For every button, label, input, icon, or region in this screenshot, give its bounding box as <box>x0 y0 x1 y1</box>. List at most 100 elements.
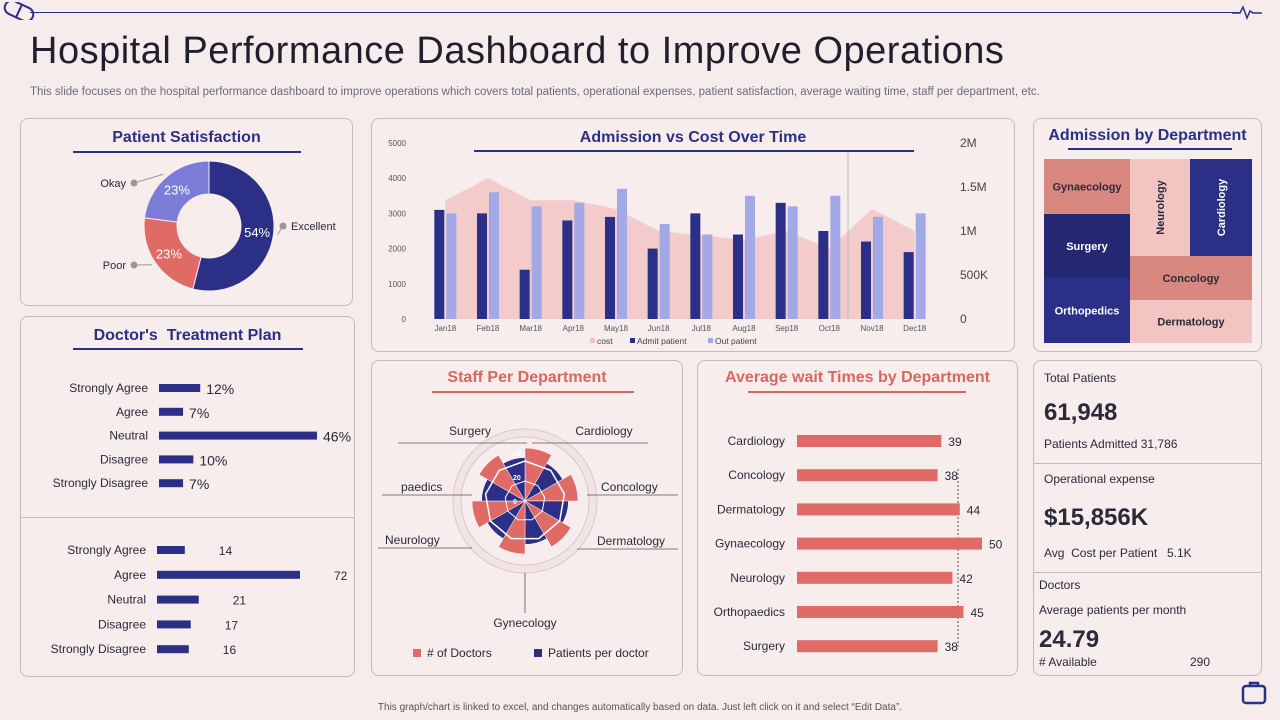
bar <box>159 431 317 440</box>
bar <box>797 469 938 482</box>
title-underline <box>73 348 303 350</box>
bar-value-label: 7% <box>189 405 209 421</box>
bar <box>159 479 184 488</box>
right-tick-label: 1.5M <box>960 180 987 194</box>
treemap-cell-neurology <box>1130 159 1190 256</box>
title-underline <box>748 391 966 393</box>
doctors-label: Doctors <box>1039 578 1081 592</box>
bar-admit-patient <box>733 234 743 319</box>
treemap-label: Surgery <box>1066 241 1108 253</box>
radar-category-label: Concology <box>601 480 658 494</box>
page-subtitle: This slide focuses on the hospital perfo… <box>30 86 1040 98</box>
radar-sector <box>524 447 552 502</box>
bar-category-label: Strongly Agree <box>67 543 146 557</box>
legend-swatch <box>590 338 595 343</box>
footer-note: This graph/chart is linked to excel, and… <box>377 702 903 713</box>
x-tick-label: Mar18 <box>519 324 542 333</box>
treemap-label: Dermatology <box>1157 317 1225 329</box>
x-tick-label: Oct18 <box>819 324 841 333</box>
admission-dept-title: Admission by Department <box>1048 127 1247 144</box>
donut-category-label: Poor <box>103 260 127 272</box>
x-tick-label: Apr18 <box>563 324 585 333</box>
donut-category-label: Excellent <box>291 221 336 233</box>
bar <box>159 455 194 464</box>
patient-satisfaction-panel: Patient Satisfaction 54% 23% 23% Excellent P… <box>20 118 353 306</box>
radar-category-label: Neurology <box>385 533 440 547</box>
staff-dept-radar: 0 20 40 Surgery Cardiology Concology Dermatolo… <box>378 424 678 660</box>
left-tick-label: 4000 <box>388 174 406 183</box>
bar-value-label: 46% <box>323 429 351 445</box>
bar-category-label: Strongly Disagree <box>51 642 147 656</box>
title-underline <box>432 391 634 393</box>
x-tick-label: Sep18 <box>775 324 799 333</box>
radar-tick-label: 40 <box>513 451 521 458</box>
legend-swatch <box>630 338 635 343</box>
page-title: Hospital Performance Dashboard to Improv… <box>30 30 1005 72</box>
admission-cost-panel: Admission vs Cost Over Time 0 1000 2000 300… <box>371 118 1015 352</box>
wait-times-chart: Cardiology 39 Concology 38 Dermatology 44 Gyna… <box>714 434 1003 654</box>
stats-panel: Total Patients 61,948 Patients Admitted … <box>1033 360 1262 676</box>
radar-sector <box>478 454 526 502</box>
bar-value-label: 38 <box>945 640 959 654</box>
divider <box>21 517 354 518</box>
bar <box>159 407 184 416</box>
legend-swatch <box>534 649 542 657</box>
left-tick-label: 2000 <box>388 245 406 254</box>
left-tick-label: 0 <box>402 315 407 324</box>
bar-category-label: Neutral <box>107 593 146 607</box>
bar-admit-patient <box>605 216 615 319</box>
admission-cost-chart: 0 1000 2000 3000 4000 5000 0 500K 1M 1.5M 2M Jan18 F… <box>388 136 988 346</box>
leader-line <box>133 173 164 184</box>
wait-times-panel: Average wait Times by Department Cardiol… <box>697 360 1018 676</box>
bar-category-label: Cardiology <box>728 434 785 448</box>
bar-category-label: Disagree <box>100 452 148 466</box>
bar-out-patient <box>446 213 457 319</box>
legend-label: cost <box>597 336 613 346</box>
bar <box>797 503 960 516</box>
bar <box>797 537 982 550</box>
bar-value-label: 12% <box>206 381 234 397</box>
bar-category-label: Agree <box>116 405 148 419</box>
bar-out-patient <box>745 195 755 319</box>
radar-tick-label: 0 <box>513 499 517 506</box>
divider <box>1034 463 1261 464</box>
bar-out-patient <box>787 206 798 319</box>
avg-cost-label: Avg Cost per Patient <box>1044 546 1158 560</box>
patient-satisfaction-donut: 54% 23% 23% Excellent Poor Okay <box>100 160 336 292</box>
radar-tick-label: 20 <box>513 475 521 482</box>
radar-sector <box>498 500 526 555</box>
right-tick-label: 2M <box>960 136 977 150</box>
radar-category-label: Cardiology <box>575 424 632 438</box>
treemap-cell-surgery <box>1044 214 1130 278</box>
bar-category-label: Disagree <box>98 617 146 631</box>
bar-out-patient <box>574 202 585 319</box>
available-value: 290 <box>1190 655 1211 669</box>
bar-value-label: 42 <box>959 572 973 586</box>
bar-category-label: Gynaecology <box>715 537 785 551</box>
bar-admit-patient <box>434 209 445 319</box>
legend-label: # of Doctors <box>427 646 492 660</box>
bar-out-patient <box>830 195 841 319</box>
bar-value-label: 72 <box>334 569 348 583</box>
bar-admit-patient <box>861 241 871 319</box>
x-tick-label: Aug18 <box>732 324 756 333</box>
bar-out-patient <box>659 223 670 319</box>
briefcase-icon <box>1241 681 1267 705</box>
wait-times-title: Average wait Times by Department <box>725 369 990 386</box>
total-patients-label: Total Patients <box>1044 371 1117 385</box>
bar-category-label: Orthopaedics <box>714 605 785 619</box>
bar-value-label: 7% <box>189 476 209 492</box>
staff-dept-title: Staff Per Department <box>447 369 607 386</box>
x-tick-label: Dec18 <box>903 324 927 333</box>
title-underline <box>1068 148 1232 150</box>
bar-category-label: Strongly Disagree <box>53 476 149 490</box>
treemap-cell-cardiology <box>1190 159 1252 256</box>
x-tick-label: May18 <box>604 324 629 333</box>
donut-value-label: 54% <box>244 225 270 240</box>
treatment-plan-panel: Doctor's Treatment Plan Strongly Agree 12… <box>20 316 355 677</box>
right-tick-label: 0 <box>960 312 967 326</box>
bar-category-label: Strongly Agree <box>69 381 148 395</box>
bar-value-label: 17 <box>225 618 239 632</box>
bar <box>797 435 942 447</box>
treatment-plan-chart-1: Strongly Agree 12% Agree 7% Neutral 46% Disagr… <box>53 381 351 492</box>
